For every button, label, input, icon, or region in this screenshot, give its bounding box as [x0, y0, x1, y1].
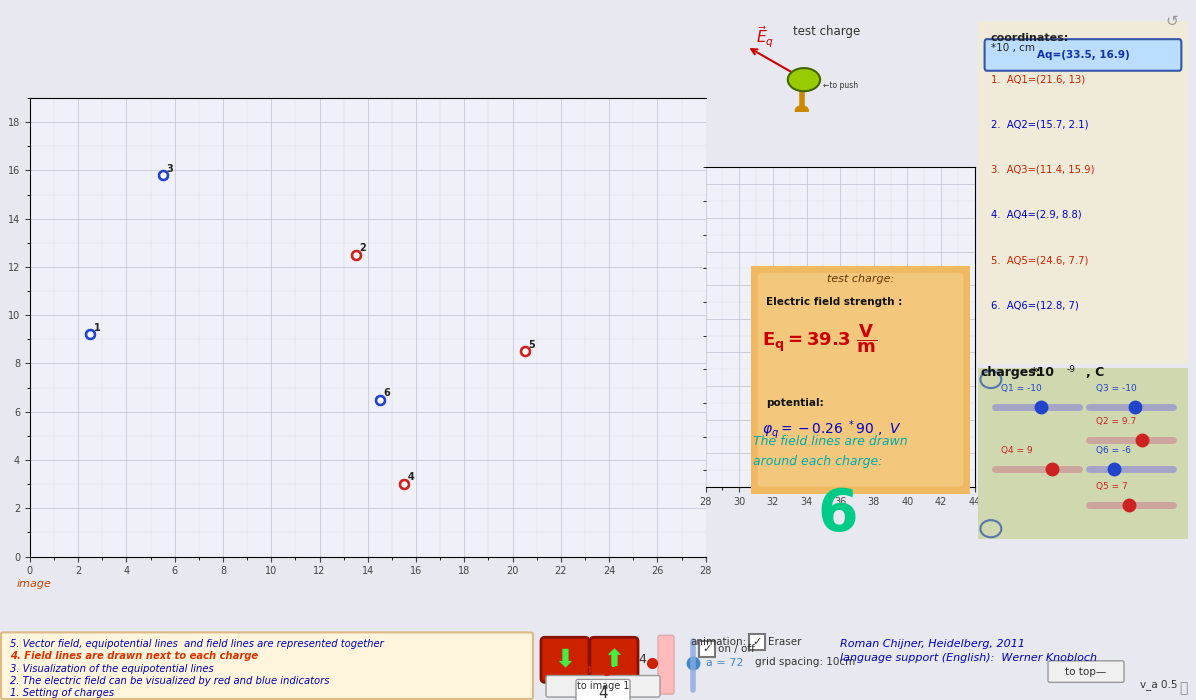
FancyBboxPatch shape	[1, 632, 533, 699]
Text: 5. Vector field, equipotential lines  and field lines are represented together: 5. Vector field, equipotential lines and…	[10, 639, 384, 649]
Text: 2.  AQ2=(15.7, 2.1): 2. AQ2=(15.7, 2.1)	[990, 120, 1088, 130]
Text: $\mathbf{E_q = 39.3\ \dfrac{V}{m}}$: $\mathbf{E_q = 39.3\ \dfrac{V}{m}}$	[762, 323, 877, 355]
FancyBboxPatch shape	[576, 680, 630, 700]
Text: potential:: potential:	[767, 398, 824, 408]
Text: *10: *10	[1031, 366, 1055, 379]
FancyBboxPatch shape	[745, 259, 976, 500]
Text: 3: 3	[166, 164, 173, 174]
Text: v_a 0.5: v_a 0.5	[1140, 679, 1178, 690]
Text: 4.  AQ4=(2.9, 8.8): 4. AQ4=(2.9, 8.8)	[990, 210, 1081, 220]
Text: a = 72: a = 72	[706, 658, 744, 668]
Text: 6: 6	[384, 388, 390, 398]
Text: ↺: ↺	[1165, 14, 1178, 29]
Text: test charge:: test charge:	[826, 274, 895, 284]
Text: Electric field strength :: Electric field strength :	[767, 297, 903, 307]
Text: on / off: on / off	[718, 644, 755, 654]
Text: ✓: ✓	[752, 637, 762, 648]
FancyBboxPatch shape	[984, 39, 1182, 71]
Text: Q3 = -10: Q3 = -10	[1096, 384, 1136, 393]
Text: Roman Chijner, Heidelberg, 2011: Roman Chijner, Heidelberg, 2011	[840, 639, 1025, 649]
Circle shape	[984, 374, 997, 385]
Text: to image 1: to image 1	[576, 681, 629, 692]
Text: image: image	[17, 580, 51, 589]
Text: ←to push: ←to push	[823, 80, 859, 90]
Text: test charge: test charge	[793, 25, 860, 38]
Text: language support (English):  Werner Knobloch: language support (English): Werner Knobl…	[840, 653, 1097, 663]
Text: 5: 5	[529, 340, 535, 350]
Text: 3.  AQ3=(11.4, 15.9): 3. AQ3=(11.4, 15.9)	[990, 164, 1094, 175]
Text: $\vec{E}_{q}$: $\vec{E}_{q}$	[756, 25, 774, 50]
Text: 1: 1	[93, 323, 100, 333]
Text: 4: 4	[598, 685, 608, 700]
Text: 2: 2	[359, 243, 366, 253]
Text: 6.  AQ6=(12.8, 7): 6. AQ6=(12.8, 7)	[990, 300, 1079, 311]
Text: Eraser: Eraser	[768, 637, 801, 648]
Text: 4. Field lines are drawn next to each charge: 4. Field lines are drawn next to each ch…	[10, 652, 258, 662]
Text: 2. The electric field can be visualized by red and blue indicators: 2. The electric field can be visualized …	[10, 676, 330, 686]
FancyBboxPatch shape	[547, 676, 660, 697]
Text: Q2 = 9.7: Q2 = 9.7	[1096, 416, 1136, 426]
Text: ✓: ✓	[702, 644, 712, 654]
Text: 1.  AQ1=(21.6, 13): 1. AQ1=(21.6, 13)	[990, 74, 1085, 84]
Text: Q6 = -6: Q6 = -6	[1096, 446, 1130, 455]
Text: The field lines are drawn: The field lines are drawn	[753, 435, 908, 449]
FancyBboxPatch shape	[541, 637, 588, 682]
Text: animation:: animation:	[690, 637, 746, 648]
Text: charges:: charges:	[981, 366, 1042, 379]
Text: ⬇: ⬇	[555, 648, 575, 672]
Text: Q1 = -10: Q1 = -10	[1001, 384, 1042, 393]
Circle shape	[788, 68, 820, 91]
Text: $\varphi_q = -0.26\ ^*90\ ,\ V$: $\varphi_q = -0.26\ ^*90\ ,\ V$	[762, 419, 902, 441]
Text: coordinates:: coordinates:	[990, 33, 1069, 43]
FancyBboxPatch shape	[972, 10, 1194, 374]
FancyBboxPatch shape	[1048, 661, 1124, 682]
Text: 4: 4	[408, 473, 414, 482]
Text: ⤢: ⤢	[1179, 681, 1188, 695]
Circle shape	[984, 524, 997, 534]
Text: image:: image:	[580, 662, 626, 676]
FancyBboxPatch shape	[658, 636, 675, 694]
Text: ⬆: ⬆	[604, 648, 624, 672]
Text: Q4 = 9: Q4 = 9	[1001, 446, 1033, 455]
FancyBboxPatch shape	[590, 637, 637, 682]
Text: -9: -9	[1067, 365, 1076, 374]
Text: 5.  AQ5=(24.6, 7.7): 5. AQ5=(24.6, 7.7)	[990, 256, 1088, 265]
FancyBboxPatch shape	[749, 634, 765, 650]
Text: 4: 4	[637, 653, 646, 666]
Circle shape	[795, 106, 808, 115]
FancyBboxPatch shape	[972, 363, 1194, 544]
Text: Aq=(33.5, 16.9): Aq=(33.5, 16.9)	[1037, 50, 1129, 60]
Text: 3. Visualization of the equipotential lines: 3. Visualization of the equipotential li…	[10, 664, 214, 673]
Text: grid spacing: 10cm: grid spacing: 10cm	[755, 657, 855, 667]
FancyBboxPatch shape	[757, 273, 964, 486]
Text: Q5 = 7: Q5 = 7	[1096, 482, 1128, 491]
Text: 1. Setting of charges: 1. Setting of charges	[10, 688, 114, 698]
Text: to top—: to top—	[1066, 666, 1106, 677]
Text: , C: , C	[1086, 366, 1104, 379]
Text: 6: 6	[817, 486, 858, 543]
Text: *10 , cm: *10 , cm	[990, 43, 1035, 53]
FancyBboxPatch shape	[698, 641, 715, 657]
Text: around each charge:: around each charge:	[753, 455, 883, 468]
